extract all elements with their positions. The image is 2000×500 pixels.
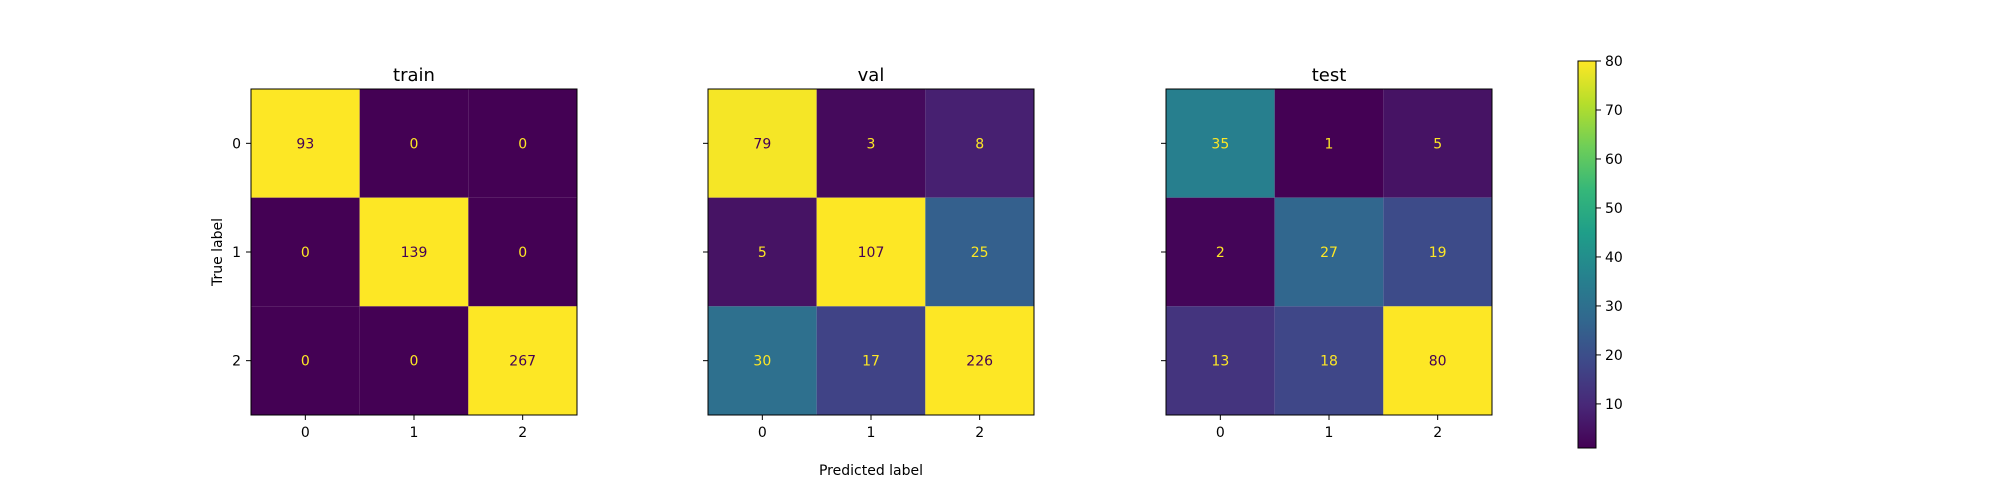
colorbar-tick-label: 10 [1605,397,1623,413]
heatmap-cell [708,197,817,307]
colorbar-tick-label: 80 [1605,54,1623,70]
cell-value-label: 13 [1211,354,1229,370]
x-tick-label: 0 [1216,425,1225,441]
heatmap-cell [251,306,360,415]
heatmap-cell [468,197,577,307]
heatmap-cell [251,89,360,198]
x-tick-label: 2 [518,425,527,441]
cell-value-label: 25 [971,245,989,261]
cell-value-label: 0 [518,245,527,261]
cell-value-label: 5 [758,245,767,261]
heatmap-cell [816,306,926,415]
x-tick-label: 2 [1433,425,1442,441]
cell-value-label: 8 [975,136,984,152]
panel-title: val [858,65,885,86]
heatmap-cell [359,89,469,198]
heatmap-cell [251,197,360,307]
x-tick-label: 1 [1325,425,1334,441]
heatmap-cell [359,197,469,307]
colorbar-tick-label: 60 [1605,152,1623,168]
panel-title: train [393,65,435,86]
heatmap-cell [816,197,926,307]
cell-value-label: 0 [410,354,419,370]
x-tick-label: 1 [410,425,419,441]
cell-value-label: 35 [1211,136,1229,152]
cell-value-label: 1 [1325,136,1334,152]
heatmap-cell [1274,197,1384,307]
cell-value-label: 93 [296,136,314,152]
colorbar-tick-label: 30 [1605,299,1623,315]
cell-value-label: 3 [867,136,876,152]
heatmap-cell [1383,306,1492,415]
heatmap-cell [1274,306,1384,415]
y-tick-label: 2 [232,354,241,370]
heatmap-cell [708,89,817,198]
cell-value-label: 0 [301,354,310,370]
heatmap-cell [359,306,469,415]
heatmap-cell [925,89,1034,198]
heatmap-cell [1383,197,1492,307]
cell-value-label: 0 [518,136,527,152]
x-tick-label: 0 [301,425,310,441]
x-tick-label: 0 [758,425,767,441]
x-tick-label: 2 [975,425,984,441]
heatmap-cell [925,197,1034,307]
x-axis-label: Predicted label [819,463,923,479]
y-tick-label: 0 [232,136,241,152]
heatmap-cell [925,306,1034,415]
panel-title: test [1312,65,1347,86]
cell-value-label: 19 [1429,245,1447,261]
cell-value-label: 79 [753,136,771,152]
cell-value-label: 80 [1429,354,1447,370]
x-tick-label: 1 [867,425,876,441]
cell-value-label: 17 [862,354,880,370]
colorbar-tick-label: 70 [1605,103,1623,119]
colorbar-tick-label: 20 [1605,348,1623,364]
cell-value-label: 2 [1216,245,1225,261]
cell-value-label: 107 [858,245,885,261]
heatmap-cell [1166,89,1275,198]
heatmap-cell [1383,89,1492,198]
cell-value-label: 18 [1320,354,1338,370]
heatmap-cell [468,306,577,415]
heatmap-cell [468,89,577,198]
cell-value-label: 226 [966,354,993,370]
heatmap-cell [708,306,817,415]
heatmap-cell [816,89,926,198]
heatmap-cell [1274,89,1384,198]
heatmap-cell [1166,197,1275,307]
y-tick-label: 1 [232,245,241,261]
cell-value-label: 267 [509,354,536,370]
colorbar-tick-label: 50 [1605,201,1623,217]
heatmap-cell [1166,306,1275,415]
colorbar-tick-label: 40 [1605,250,1623,266]
y-axis-label: True label [210,218,226,287]
cell-value-label: 27 [1320,245,1338,261]
cell-value-label: 5 [1433,136,1442,152]
cell-value-label: 30 [753,354,771,370]
cell-value-label: 139 [401,245,428,261]
colorbar [1577,60,1597,449]
cell-value-label: 0 [410,136,419,152]
cell-value-label: 0 [301,245,310,261]
